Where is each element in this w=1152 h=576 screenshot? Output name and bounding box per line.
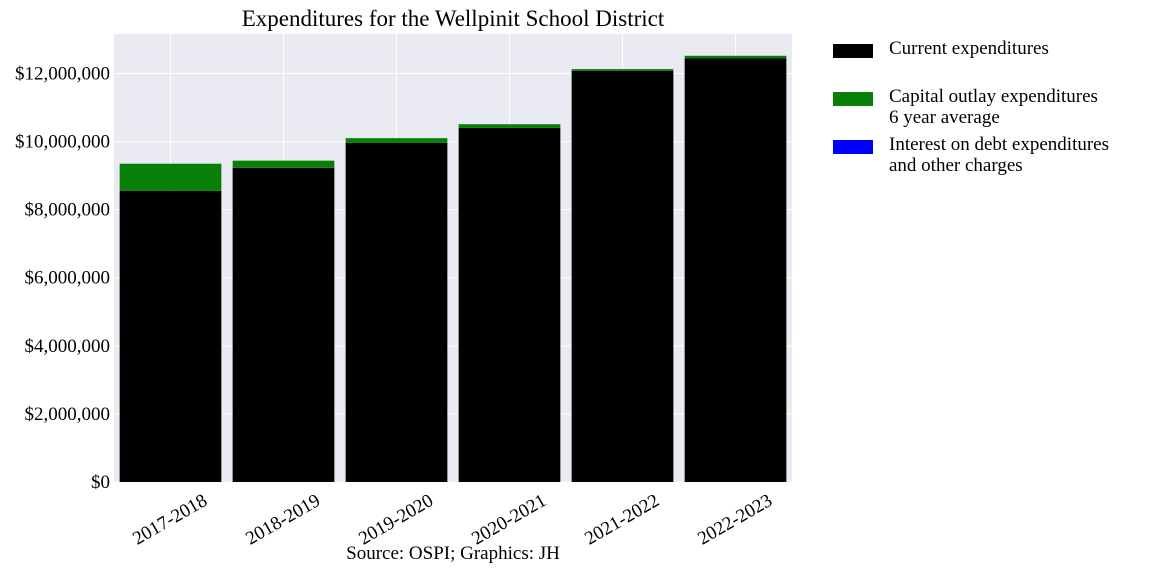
bar-2022-2023-series-1 bbox=[684, 55, 787, 59]
legend-label-current: Current expenditures bbox=[889, 38, 1049, 59]
bar-2019-2020-series-1 bbox=[345, 138, 448, 143]
x-tick-label: 2021-2022 bbox=[581, 490, 663, 549]
legend-item-capital: Capital outlay expenditures 6 year avera… bbox=[833, 86, 1143, 130]
x-tick-label: 2017-2018 bbox=[129, 490, 211, 549]
y-tick-label: $4,000,000 bbox=[25, 336, 111, 357]
legend-swatch-capital bbox=[833, 92, 873, 106]
y-tick-label: $10,000,000 bbox=[15, 132, 110, 153]
legend-item-current: Current expenditures bbox=[833, 38, 1143, 82]
y-tick-label: $8,000,000 bbox=[25, 200, 111, 221]
bar-2020-2021-series-0 bbox=[458, 127, 561, 482]
y-tick-label: $6,000,000 bbox=[25, 268, 111, 289]
bar-2017-2018-series-0 bbox=[119, 190, 222, 483]
bar-2021-2022-series-0 bbox=[571, 70, 674, 482]
legend: Current expenditures Capital outlay expe… bbox=[833, 38, 1143, 184]
bar-2021-2022-series-1 bbox=[571, 69, 674, 71]
bar-2018-2019-series-1 bbox=[232, 160, 335, 168]
x-tick-label: 2018-2019 bbox=[242, 490, 324, 549]
y-tick-label: $2,000,000 bbox=[25, 404, 111, 425]
bar-2018-2019-series-0 bbox=[232, 167, 335, 482]
bar-2017-2018-series-1 bbox=[119, 163, 222, 191]
legend-swatch-current bbox=[833, 44, 873, 58]
bar-2022-2023-series-0 bbox=[684, 58, 787, 482]
bar-2020-2021-series-1 bbox=[458, 124, 561, 128]
y-tick-label: $12,000,000 bbox=[15, 63, 110, 84]
source-note: Source: OSPI; Graphics: JH bbox=[346, 543, 560, 564]
legend-swatch-interest bbox=[833, 140, 873, 154]
legend-item-interest: Interest on debt expenditures and other … bbox=[833, 134, 1143, 178]
x-axis-ticks: 2017-2018 2018-2019 2019-2020 2020-2021 2021… bbox=[129, 490, 776, 549]
x-tick-label: 2020-2021 bbox=[468, 490, 550, 549]
y-axis-ticks: $0 $2,000,000 $4,000,000 $6,000,000 $8,000,0… bbox=[15, 63, 110, 493]
x-tick-label: 2022-2023 bbox=[694, 490, 776, 549]
bars bbox=[119, 55, 787, 483]
plot-area bbox=[114, 34, 792, 482]
legend-label-interest: Interest on debt expenditures and other … bbox=[889, 134, 1110, 176]
bar-2019-2020-series-0 bbox=[345, 142, 448, 483]
chart-title: Expenditures for the Wellpinit School Di… bbox=[241, 6, 665, 31]
x-tick-label: 2019-2020 bbox=[355, 490, 437, 549]
legend-label-capital: Capital outlay expenditures 6 year avera… bbox=[889, 86, 1098, 128]
y-tick-label: $0 bbox=[91, 472, 110, 493]
